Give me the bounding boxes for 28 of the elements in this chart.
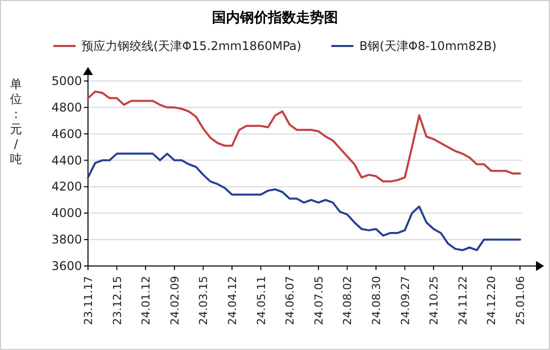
y-tick-label: 4400 (51, 153, 82, 168)
x-tick-label: 24.05.11 (254, 276, 268, 325)
x-tick-label: 24.01.12 (140, 276, 153, 325)
y-tick-label: 4800 (51, 100, 82, 114)
x-tick-label: 24.11.22 (456, 276, 470, 325)
y-tick-label: 5000 (51, 74, 82, 88)
legend-label: B钢(天津Φ8-10mm82B) (359, 39, 497, 53)
x-tick-label: 24.08.02 (341, 276, 354, 325)
y-tick-label: 4600 (51, 126, 82, 141)
y-axis-title: 单位：元/吨 (10, 77, 22, 166)
x-tick-label: 25.01.06 (514, 276, 527, 325)
y-tick-label: 4000 (51, 206, 82, 220)
legend-label: 预应力钢绞线(天津Φ15.2mm1860MPa) (81, 39, 302, 53)
x-tick-label: 24.02.09 (168, 276, 182, 325)
y-tick-label: 4200 (51, 180, 82, 194)
x-tick-label: 24.08.30 (370, 276, 383, 325)
x-tick-label: 24.12.20 (485, 276, 498, 325)
x-tick-label: 23.12.15 (110, 276, 124, 325)
x-tick-label: 24.03.15 (197, 276, 210, 325)
y-tick-label: 3600 (51, 259, 82, 273)
x-tick-label: 24.09.27 (398, 276, 412, 325)
x-tick-label: 24.07.05 (312, 276, 326, 325)
x-tick-label: 24.06.07 (284, 276, 297, 325)
x-tick-label: 24.04.12 (226, 276, 239, 325)
x-tick-label: 24.10.25 (428, 276, 441, 325)
y-tick-label: 3800 (51, 232, 82, 247)
x-tick-label: 23.11.17 (82, 276, 95, 325)
chart-title: 国内钢价指数走势图 (212, 10, 338, 26)
